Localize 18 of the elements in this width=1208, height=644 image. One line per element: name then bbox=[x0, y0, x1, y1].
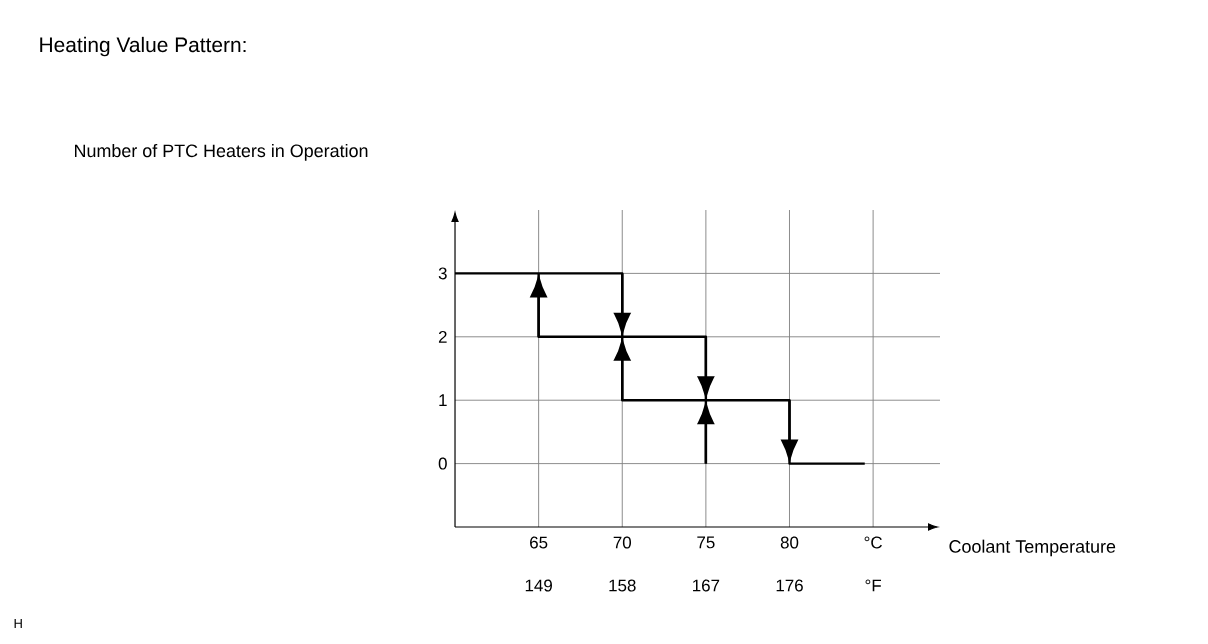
x-tick-label: 65 bbox=[530, 536, 548, 549]
x2-tick-label: 167 bbox=[693, 579, 720, 592]
x-tick-label: 70 bbox=[613, 536, 632, 549]
y-tick-label: 0 bbox=[438, 457, 447, 470]
text: H bbox=[14, 619, 22, 628]
y-tick-label: 3 bbox=[438, 267, 447, 280]
x2-tick-label: 176 bbox=[776, 579, 803, 592]
text: Heating Value Pattern: bbox=[40, 36, 246, 57]
y-axis-title: Number of PTC Heaters in Operation bbox=[75, 144, 368, 161]
x2-tick-label: 149 bbox=[525, 579, 552, 592]
x-tick-label: 75 bbox=[697, 536, 715, 549]
x-axis-title: Coolant Temperature bbox=[949, 539, 1116, 557]
x-tick-label: °C bbox=[864, 536, 882, 549]
y-tick-label: 2 bbox=[438, 330, 447, 343]
x2-tick-label: °F bbox=[865, 579, 881, 592]
x2-tick-label: 158 bbox=[609, 579, 636, 592]
y-tick-label: 1 bbox=[439, 394, 447, 407]
x-tick-label: 80 bbox=[780, 536, 799, 549]
